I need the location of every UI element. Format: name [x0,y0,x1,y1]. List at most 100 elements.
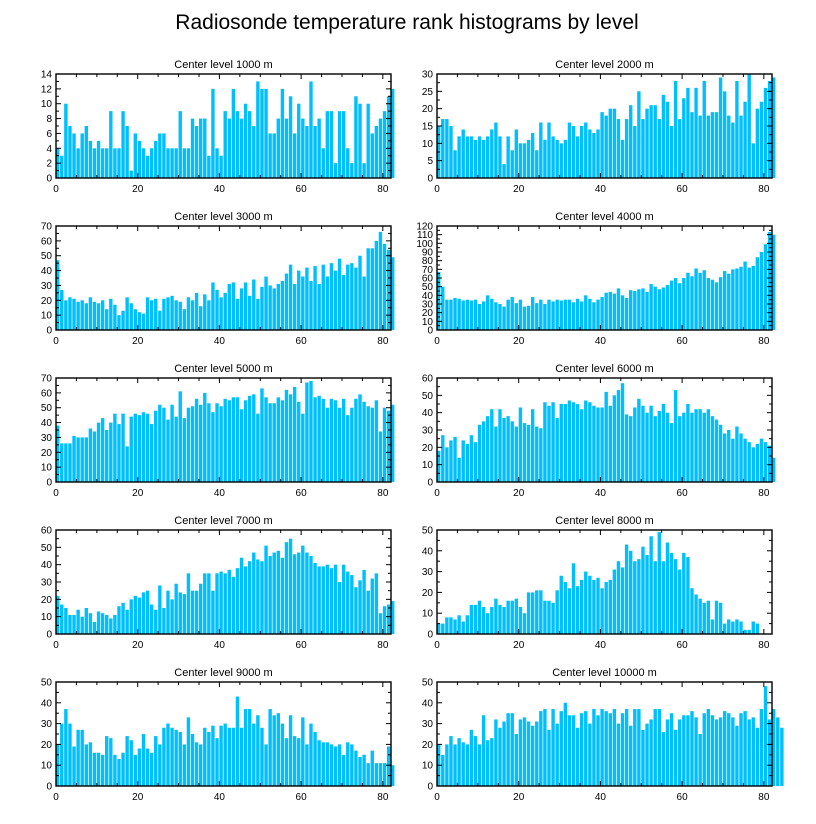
bar [358,255,362,330]
y-tick-label: 40 [41,698,53,709]
bar [391,88,395,178]
bar [624,709,629,786]
bar [731,122,735,178]
bar [718,277,723,330]
bar [584,400,588,482]
bar [445,299,449,330]
bar [154,736,158,786]
bar [76,301,80,330]
bar [174,300,178,330]
bar [445,617,449,634]
bar [759,709,764,786]
bar [145,413,150,482]
bar [386,249,391,330]
bar [374,240,379,330]
bar [657,410,661,482]
y-tick-label: 60 [422,274,434,285]
bar [64,300,68,330]
bar [588,129,592,178]
bar [211,412,215,482]
bar [649,405,653,482]
bar [252,279,256,330]
bar [535,590,539,634]
bar [645,108,649,178]
bar [641,288,645,330]
bar [457,615,461,634]
bar [80,300,84,330]
bar [256,413,260,482]
bar [333,564,338,634]
bar [579,713,584,786]
bar [149,604,154,634]
bar [641,546,645,634]
bar [481,715,486,786]
bar [547,299,551,330]
bar [437,271,441,330]
bar [706,278,711,330]
y-tick-label: 30 [41,578,53,589]
bar [358,103,362,178]
bar [252,552,256,634]
bar [346,571,350,634]
bar [608,405,612,482]
bar [453,297,457,330]
bar [596,577,600,634]
y-tick-label: 10 [41,99,53,110]
bar [215,148,219,178]
bars [437,532,760,634]
bar [661,94,666,178]
bar [620,713,625,786]
bar [362,401,366,482]
x-tick-label: 20 [513,640,525,651]
bar [665,101,670,178]
bar [559,143,563,178]
bar [248,561,252,634]
x-tick-label: 40 [214,488,226,499]
y-tick-label: 10 [422,317,434,328]
bar [346,742,350,786]
bar [714,600,719,634]
bar [105,736,109,786]
bar [68,614,72,634]
bar [481,606,486,634]
panel-10: Center level 10000 m 0 10 20 30 40 50 0 20 40 60 80 [422,667,784,803]
x-tick-label: 40 [214,792,226,803]
bar [170,148,174,178]
bar [449,299,453,330]
bar [391,765,395,786]
bar [203,118,207,178]
bar [718,717,723,786]
bar [333,400,338,482]
bar [555,723,559,786]
bar [129,416,133,482]
bar [268,709,272,786]
bar [767,445,772,482]
bar [633,561,637,634]
bar [337,582,342,634]
bar [72,133,76,178]
bar [198,744,203,786]
bar [453,436,457,482]
bar [649,536,653,634]
bar [129,303,133,330]
bar [669,126,674,178]
y-tick-label: 40 [41,418,53,429]
bar [137,748,142,786]
bar [698,115,702,178]
bar [105,430,109,482]
bar [743,438,747,482]
bar [735,268,739,330]
x-tick-label: 60 [296,640,308,651]
bar [96,752,101,786]
y-tick-label: 40 [422,546,434,557]
x-tick-label: 80 [758,184,770,195]
y-tick-label: 20 [422,740,434,751]
bar [690,112,694,178]
x-tick-label: 60 [677,336,689,347]
bar [461,440,465,482]
bar [477,744,482,786]
bar [211,282,215,330]
bar [231,397,236,482]
bar [280,723,285,786]
y-tick-label: 0 [46,478,52,489]
